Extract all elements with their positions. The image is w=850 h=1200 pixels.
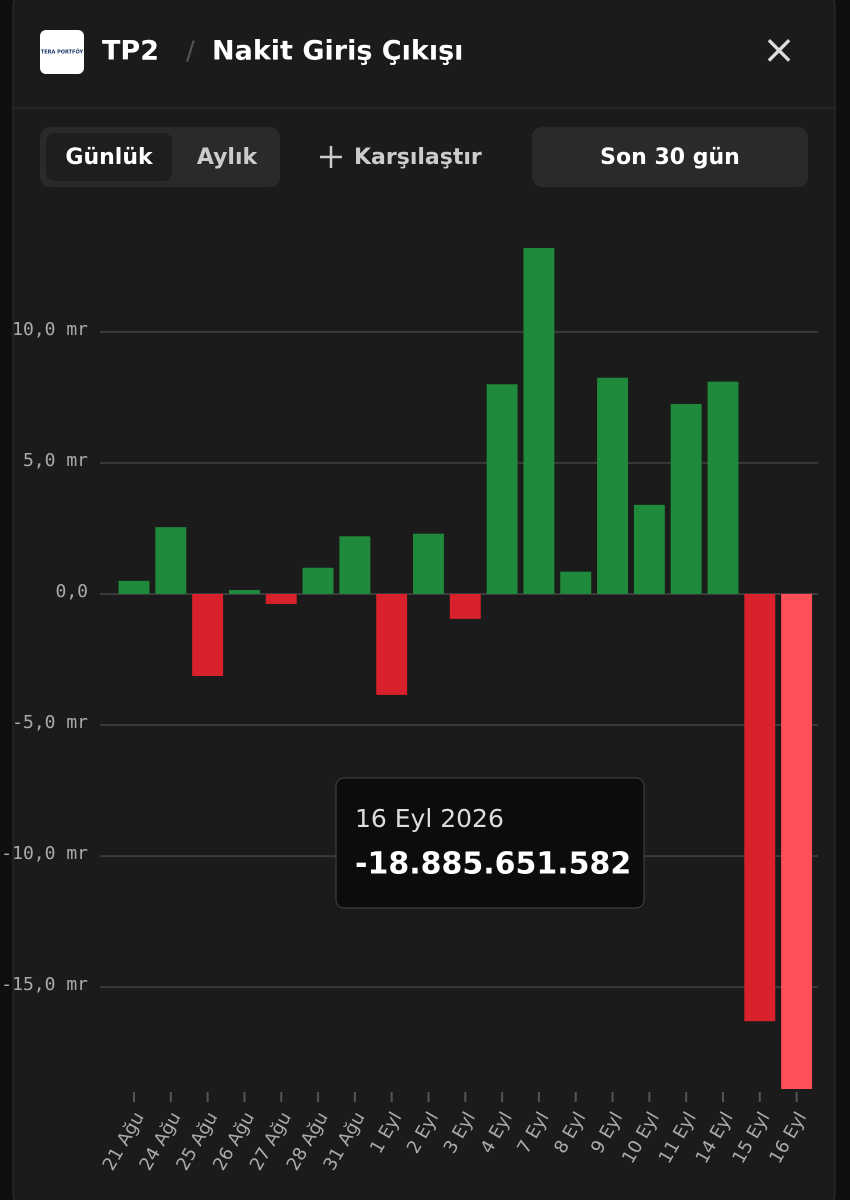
bar bbox=[302, 567, 334, 594]
tab[interactable]: Aylık bbox=[197, 145, 259, 170]
logo-text: TERA PORTFÖY bbox=[41, 49, 84, 56]
bar bbox=[265, 593, 297, 604]
separator: / bbox=[186, 37, 195, 67]
bar bbox=[523, 247, 555, 594]
compare-button[interactable]: Karşılaştır bbox=[354, 145, 482, 170]
y-tick-label: 0,0 bbox=[55, 581, 88, 602]
y-tick-label: -5,0 mr bbox=[12, 712, 88, 733]
y-tick-label: 5,0 mr bbox=[23, 450, 88, 471]
bar bbox=[633, 504, 665, 594]
close-button[interactable]: × bbox=[762, 27, 796, 73]
y-tick-label: -10,0 mr bbox=[1, 843, 88, 864]
page-title: Nakit Giriş Çıkışı bbox=[212, 36, 463, 67]
bar bbox=[486, 384, 518, 594]
logo[interactable] bbox=[40, 30, 84, 74]
y-tick-label: -15,0 mr bbox=[1, 974, 88, 995]
tooltip-date: 16 Eyl 2026 bbox=[355, 804, 504, 833]
bar bbox=[707, 381, 739, 594]
bar bbox=[118, 580, 150, 594]
tab-active bbox=[46, 133, 172, 181]
bar bbox=[192, 593, 224, 677]
tooltip bbox=[335, 777, 645, 909]
bar bbox=[781, 593, 813, 1090]
bar bbox=[449, 593, 481, 619]
plus-icon bbox=[320, 146, 342, 168]
bar bbox=[597, 377, 629, 594]
tab[interactable]: Günlük bbox=[65, 145, 154, 170]
bar bbox=[670, 403, 702, 594]
bar bbox=[744, 593, 776, 1022]
bar bbox=[413, 533, 444, 594]
bar bbox=[339, 536, 371, 594]
y-tick-label: 10,0 mr bbox=[12, 319, 88, 340]
range-button[interactable] bbox=[532, 127, 808, 187]
bar bbox=[560, 571, 592, 594]
bar bbox=[376, 593, 408, 695]
bar bbox=[228, 590, 260, 594]
range-label: Son 30 gün bbox=[600, 145, 740, 170]
bar bbox=[155, 527, 187, 594]
fund-code: TP2 bbox=[102, 36, 159, 67]
tooltip-value: -18.885.651.582 bbox=[355, 847, 631, 882]
